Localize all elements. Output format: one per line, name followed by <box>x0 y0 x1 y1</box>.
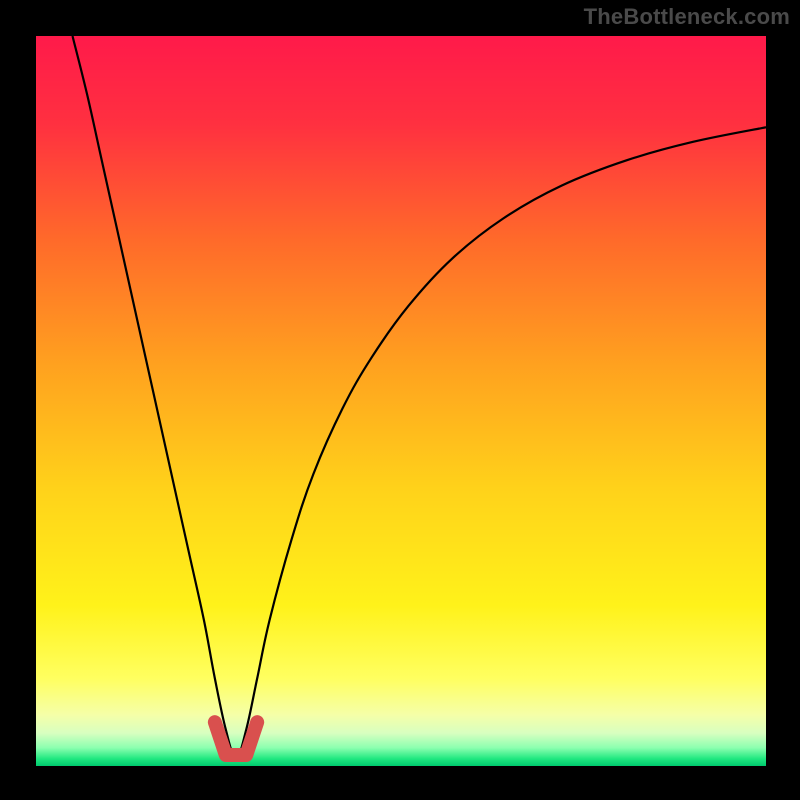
chart-svg <box>0 0 800 800</box>
watermark-text: TheBottleneck.com <box>584 4 790 30</box>
chart-container: TheBottleneck.com <box>0 0 800 800</box>
plot-background <box>36 36 766 766</box>
